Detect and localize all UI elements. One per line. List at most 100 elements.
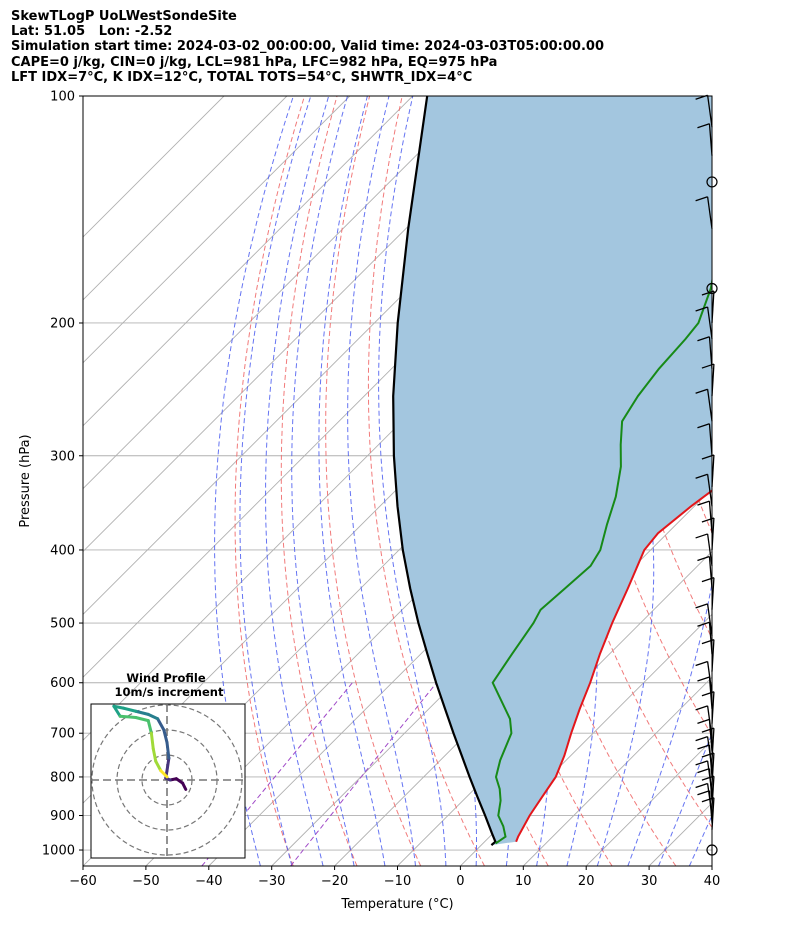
x-tick-label: 40 bbox=[704, 874, 721, 889]
wind-barb-flag bbox=[695, 388, 708, 394]
wind-barb bbox=[711, 691, 715, 724]
chart-header: SkewTLogP UoLWestSondeSite Lat: 51.05 Lo… bbox=[11, 9, 604, 85]
moist-adiabat-line bbox=[214, 96, 294, 866]
dry-adiabat-line bbox=[761, 96, 794, 866]
wind-barb bbox=[708, 556, 713, 589]
moist-adiabat-line bbox=[347, 96, 416, 866]
isotherm-line bbox=[460, 613, 712, 866]
wind-barb bbox=[708, 336, 713, 369]
y-tick-label: 700 bbox=[50, 727, 75, 742]
wind-barb-flag bbox=[697, 718, 710, 725]
moist-adiabat-line bbox=[318, 96, 386, 866]
isotherm-line bbox=[83, 96, 288, 301]
dewpoint-profile-line bbox=[491, 276, 712, 845]
calm-wind-circle bbox=[706, 282, 718, 295]
x-tick-label: −30 bbox=[258, 874, 285, 889]
wind-barb bbox=[711, 752, 715, 786]
wind-barb-flag bbox=[697, 336, 710, 342]
dry-adiabat-line bbox=[325, 96, 422, 866]
wind-barb-flag bbox=[695, 660, 708, 667]
sounding-profiles bbox=[392, 96, 712, 846]
hodograph-segment bbox=[146, 719, 153, 735]
wind-barb-flag bbox=[701, 639, 715, 645]
dry-adiabat-line bbox=[728, 96, 794, 866]
hodograph-segment bbox=[134, 709, 150, 716]
wind-barb-flag bbox=[695, 736, 708, 742]
wind-barb bbox=[711, 728, 715, 761]
moist-adiabat-line bbox=[658, 731, 712, 866]
hodograph-frame bbox=[90, 703, 246, 859]
wind-barb-flag bbox=[697, 676, 710, 682]
y-tick-label: 600 bbox=[50, 676, 75, 691]
wind-barb bbox=[706, 705, 713, 738]
x-tick-label: 0 bbox=[456, 874, 464, 889]
y-tick-label: 900 bbox=[50, 809, 75, 824]
wind-barb-flag bbox=[695, 533, 708, 539]
hodograph-segment bbox=[165, 741, 171, 760]
dry-adiabat-line bbox=[234, 96, 305, 866]
wind-barb bbox=[711, 797, 715, 830]
wind-barb-flag bbox=[697, 621, 710, 627]
isotherm-line bbox=[83, 96, 414, 427]
y-tick-label: 300 bbox=[50, 449, 75, 464]
wind-barb-flag bbox=[695, 94, 708, 100]
wind-barb bbox=[706, 661, 713, 694]
wind-barb bbox=[706, 196, 713, 229]
x-tick-label: −60 bbox=[69, 874, 96, 889]
isotherm-line bbox=[83, 96, 225, 238]
hodograph-subtitle: 10m/s increment bbox=[115, 685, 224, 699]
axes: −60 −50 −40 −30 −20 −10 0 10 20 30 40 100 200 300 400 5… bbox=[18, 90, 720, 913]
simulation-time-label: Simulation start time: 2024-03-02_00:00:… bbox=[11, 39, 604, 55]
x-tick-label: 20 bbox=[578, 874, 595, 889]
wind-barb-flag bbox=[697, 123, 710, 129]
wind-barb bbox=[706, 533, 713, 567]
calm-wind-circle bbox=[706, 844, 718, 856]
wind-barb-flag bbox=[701, 290, 715, 296]
temperature-profile-line bbox=[515, 489, 712, 843]
hodograph-segment bbox=[151, 747, 158, 763]
wind-barb-flag bbox=[697, 744, 710, 750]
y-tick-label: 100 bbox=[50, 90, 75, 105]
wind-barb-flag bbox=[695, 473, 708, 479]
wind-barb bbox=[706, 783, 713, 816]
wind-barb bbox=[706, 306, 713, 340]
dry-adiabat-line bbox=[280, 96, 358, 866]
isotherm-line bbox=[522, 676, 712, 866]
hodograph-title: Wind Profile bbox=[126, 671, 206, 685]
x-tick-label: −10 bbox=[384, 874, 411, 889]
moist-adiabat-line bbox=[378, 96, 447, 866]
wind-barb bbox=[711, 454, 715, 488]
moist-adiabat-line bbox=[291, 96, 355, 866]
hodograph-segment bbox=[162, 728, 169, 744]
wind-barb-flag bbox=[695, 705, 708, 711]
wind-barb bbox=[706, 760, 713, 794]
wind-barb bbox=[708, 423, 713, 456]
location-label: Lat: 51.05 Lon: -2.52 bbox=[11, 24, 173, 40]
wind-barb bbox=[706, 736, 713, 769]
wind-barb bbox=[706, 474, 713, 507]
wind-barb bbox=[706, 95, 713, 128]
isotherm-line bbox=[711, 865, 712, 866]
wind-barb bbox=[708, 123, 713, 156]
parcel-profile-line bbox=[392, 96, 497, 846]
wind-barb bbox=[706, 603, 713, 636]
wind-barb bbox=[706, 389, 713, 422]
x-tick-label: 10 bbox=[515, 874, 532, 889]
y-tick-label: 800 bbox=[50, 770, 75, 785]
hodograph-segment bbox=[146, 712, 160, 721]
hodograph-plot-area bbox=[91, 704, 245, 858]
hodograph-segment bbox=[149, 731, 155, 751]
wind-barb-flag bbox=[697, 555, 710, 562]
isotherm-line bbox=[83, 96, 476, 490]
stability-indices-label: LFT IDX=7°C, K IDX=12°C, TOTAL TOTS=54°C… bbox=[11, 69, 473, 85]
y-tick-label: 1000 bbox=[42, 844, 75, 859]
x-tick-label: 30 bbox=[641, 874, 658, 889]
y-tick-label: 400 bbox=[50, 543, 75, 558]
hodograph-segment bbox=[134, 716, 150, 723]
x-tick-label: −40 bbox=[195, 874, 222, 889]
moist-adiabat-line bbox=[265, 96, 330, 866]
dry-adiabat-line bbox=[367, 96, 485, 866]
wind-barb-flag bbox=[695, 760, 708, 766]
moist-adiabat-line bbox=[720, 96, 794, 866]
